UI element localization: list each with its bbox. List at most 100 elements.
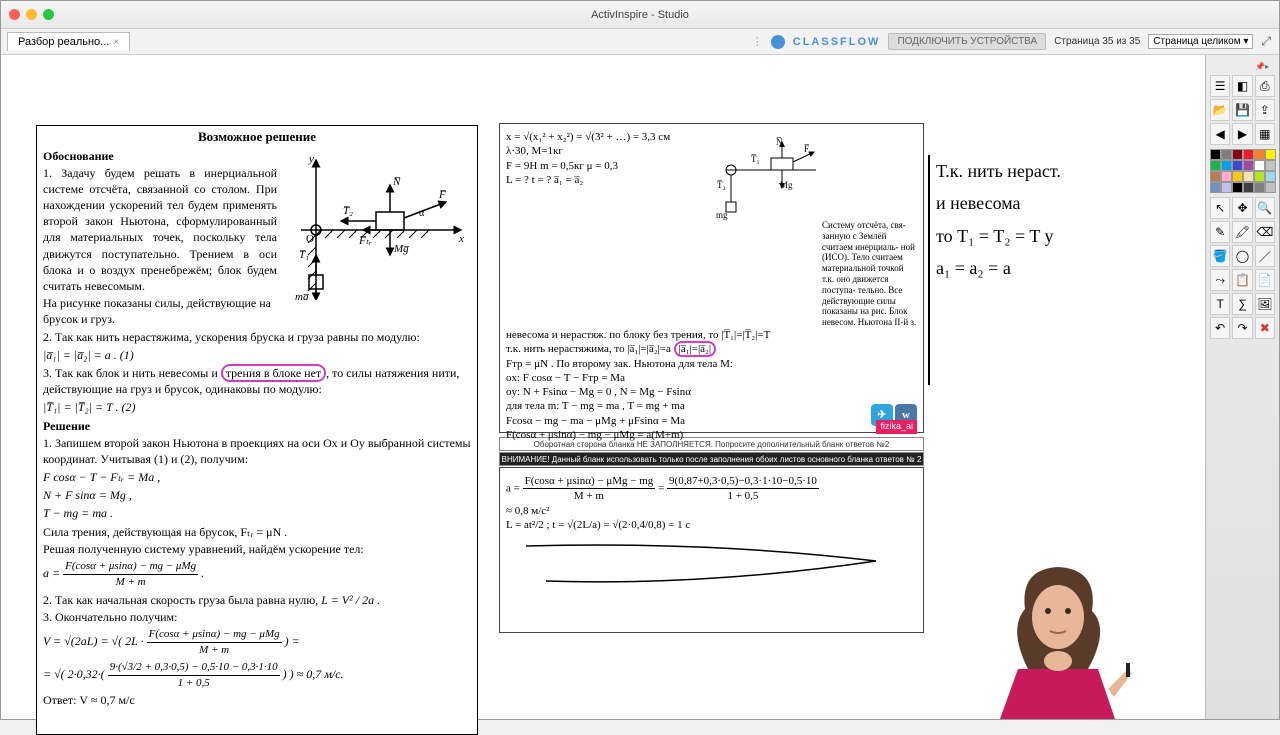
tool-shape[interactable]: ◯ (1232, 245, 1252, 267)
color-swatch[interactable] (1210, 149, 1221, 160)
color-swatch[interactable] (1243, 182, 1254, 193)
tool-text[interactable]: T (1210, 293, 1230, 315)
tool-eraser[interactable]: ⌫ (1255, 221, 1275, 243)
svg-text:mg: mg (716, 210, 728, 220)
color-swatch[interactable] (1265, 171, 1276, 182)
tool-main-menu[interactable]: ☰ (1210, 75, 1230, 97)
tool-redo[interactable]: ↷ (1232, 317, 1252, 339)
tool-next-page[interactable]: ▶ (1232, 123, 1252, 145)
svg-text:T̅₁: T̅₁ (299, 249, 309, 261)
watermark-label: fizika_ai (876, 420, 917, 434)
color-swatch[interactable] (1265, 149, 1276, 160)
handwritten-panel-top: x = √(x₁² + x₂²) = √(3² + …) = 3,3 см λ·… (499, 123, 924, 433)
document-tab[interactable]: Разбор реально... × (7, 32, 130, 51)
color-swatch[interactable] (1254, 182, 1265, 193)
close-window-icon[interactable] (9, 9, 20, 20)
svg-text:T̅₂: T̅₂ (343, 205, 353, 217)
solution-title: Возможное решение (43, 128, 471, 146)
color-swatch[interactable] (1221, 149, 1232, 160)
svg-text:F̅: F̅ (804, 144, 810, 154)
menu-icon[interactable]: ⋮ (752, 35, 763, 48)
canvas[interactable]: ✔ Возможное решение y x O (1, 55, 1205, 719)
tab-bar: Разбор реально... × ⋮ CLASSFLOW ПОДКЛЮЧИ… (1, 29, 1279, 55)
app-title: ActivInspire - Studio (591, 9, 689, 21)
color-swatch[interactable] (1221, 160, 1232, 171)
color-swatch[interactable] (1243, 149, 1254, 160)
color-swatch[interactable] (1232, 160, 1243, 171)
svg-text:F̅ₜᵣ: F̅ₜᵣ (358, 235, 372, 247)
color-swatch[interactable] (1265, 160, 1276, 171)
tab-label: Разбор реально... (18, 36, 109, 48)
classflow-logo-icon (771, 35, 785, 49)
color-swatch[interactable] (1232, 149, 1243, 160)
handwritten-work-column: x = √(x₁² + x₂²) = √(3² + …) = 3,3 см λ·… (499, 123, 924, 637)
tool-export[interactable]: ⇪ (1255, 99, 1275, 121)
svg-text:T̅₁: T̅₁ (751, 154, 760, 164)
presenter-webcam (980, 539, 1135, 719)
color-swatch[interactable] (1243, 160, 1254, 171)
color-swatch[interactable] (1254, 160, 1265, 171)
color-palette (1210, 149, 1276, 193)
toolbox-panel: 📌 ▸ ☰ ◧ ⎙ 📂 💾 ⇪ ◀ ▶ ▦ ↖ ✥ 🔍 (1205, 55, 1279, 719)
tool-fill[interactable]: 🪣 (1210, 245, 1230, 267)
color-swatch[interactable] (1232, 182, 1243, 193)
maximize-window-icon[interactable] (43, 9, 54, 20)
svg-text:T̅₂: T̅₂ (717, 180, 726, 190)
tool-print[interactable]: ⎙ (1255, 75, 1275, 97)
svg-text:N̅: N̅ (392, 176, 401, 188)
tool-undo[interactable]: ↶ (1210, 317, 1230, 339)
tool-open[interactable]: 📂 (1210, 99, 1230, 121)
color-swatch[interactable] (1265, 182, 1276, 193)
titlebar: ActivInspire - Studio (1, 1, 1279, 29)
toolbox-pin-icon[interactable]: 📌 (1255, 62, 1263, 70)
minimize-window-icon[interactable] (26, 9, 37, 20)
tool-connector[interactable]: ⤳ (1210, 269, 1230, 291)
color-swatch[interactable] (1210, 160, 1221, 171)
vertical-divider (928, 155, 930, 385)
classflow-label: CLASSFLOW (793, 36, 881, 48)
tool-save[interactable]: 💾 (1232, 99, 1252, 121)
tool-select[interactable]: ↖ (1210, 197, 1230, 219)
fullscreen-icon[interactable]: ⤢ (1261, 34, 1271, 49)
svg-text:α: α (419, 208, 425, 219)
tool-pen[interactable]: ✎ (1210, 221, 1230, 243)
tool-prev-page[interactable]: ◀ (1210, 123, 1230, 145)
tool-highlighter[interactable]: 🖍 (1232, 221, 1252, 243)
color-swatch[interactable] (1254, 149, 1265, 160)
tool-line[interactable]: ／ (1255, 245, 1275, 267)
svg-text:y: y (308, 153, 314, 165)
tool-media[interactable]: 🖼 (1255, 293, 1275, 315)
tool-pages[interactable]: ▦ (1255, 123, 1275, 145)
color-swatch[interactable] (1254, 171, 1265, 182)
svg-text:mg̅: mg̅ (295, 291, 310, 300)
tool-zoom[interactable]: 🔍 (1255, 197, 1275, 219)
svg-text:O: O (306, 233, 314, 245)
zoom-dropdown[interactable]: Страница целиком ▾ (1148, 34, 1253, 49)
highlighted-phrase: трения в блоке нет (221, 364, 326, 382)
color-swatch[interactable] (1210, 171, 1221, 182)
tool-pan[interactable]: ✥ (1232, 197, 1252, 219)
tool-clipboard[interactable]: 📋 (1232, 269, 1252, 291)
tool-clear[interactable]: ✖ (1255, 317, 1275, 339)
svg-text:Mg̅: Mg̅ (393, 243, 410, 255)
svg-text:F̅: F̅ (438, 189, 447, 201)
page-indicator: Страница 35 из 35 (1054, 36, 1140, 47)
color-swatch[interactable] (1232, 171, 1243, 182)
color-swatch[interactable] (1243, 171, 1254, 182)
connect-devices-button[interactable]: ПОДКЛЮЧИТЬ УСТРОЙСТВА (888, 33, 1046, 50)
side-notes: Т.к. нить нераст. и невесома то T₁ = T₂ … (936, 155, 1186, 285)
tool-layout[interactable]: ◧ (1232, 75, 1252, 97)
toolbox-collapse-icon[interactable]: ▸ (1265, 62, 1273, 70)
svg-text:x: x (458, 233, 464, 245)
tool-math[interactable]: ∑ (1232, 293, 1252, 315)
form-banner-bottom: ВНИМАНИЕ! Данный бланк использовать толь… (499, 452, 924, 466)
color-swatch[interactable] (1210, 182, 1221, 193)
solution-text-box: Возможное решение y x O (36, 125, 478, 735)
handwritten-panel-bottom: a = F(cosα + μsinα) − μMg − mgM + m = 9(… (499, 467, 924, 633)
force-diagram: y x O N̅ F̅ (281, 150, 471, 300)
tab-close-icon[interactable]: × (113, 37, 119, 48)
tool-paste[interactable]: 📄 (1255, 269, 1275, 291)
color-swatch[interactable] (1221, 171, 1232, 182)
window-controls (9, 9, 54, 20)
color-swatch[interactable] (1221, 182, 1232, 193)
